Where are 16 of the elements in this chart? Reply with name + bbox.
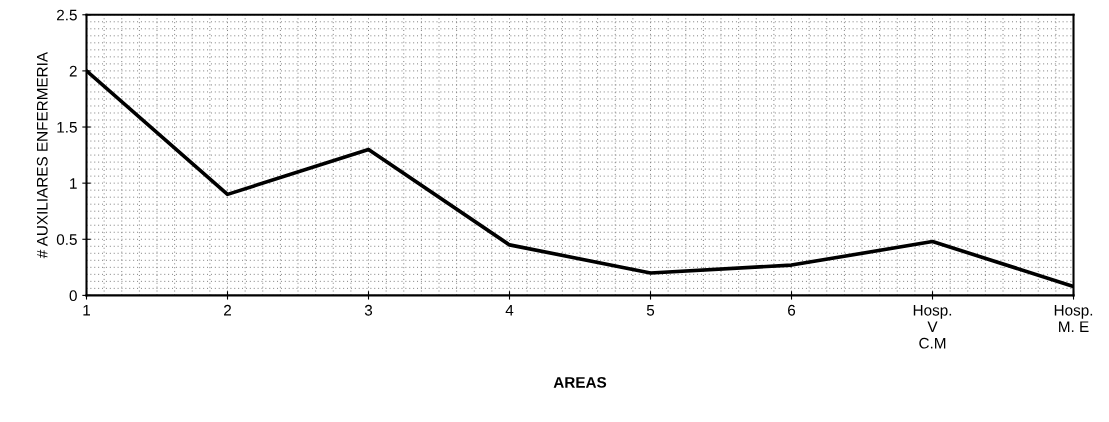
x-tick-label: 2 bbox=[224, 304, 231, 316]
y-tick-label: 0 bbox=[69, 290, 77, 302]
y-tick-label: 2 bbox=[69, 65, 77, 77]
x-tick-label: 1 bbox=[83, 304, 91, 316]
y-tick-label: 1 bbox=[70, 178, 77, 189]
x-tick-label: Hosp. V C.M bbox=[913, 304, 952, 349]
x-tick-label: 5 bbox=[646, 304, 655, 316]
x-tick-label: 3 bbox=[364, 304, 373, 316]
y-axis-title: # AUXILIARES ENFERMERIA bbox=[36, 51, 48, 259]
x-axis-title: AREAS bbox=[553, 376, 607, 388]
y-tick-label: 1.5 bbox=[57, 122, 77, 133]
x-tick-label: 6 bbox=[788, 304, 796, 316]
x-tick-label: Hosp. M. E bbox=[1054, 304, 1093, 332]
y-tick-label: 2.5 bbox=[57, 9, 77, 21]
y-tick-label: 0.5 bbox=[56, 234, 77, 245]
x-tick-label: 4 bbox=[505, 304, 514, 316]
